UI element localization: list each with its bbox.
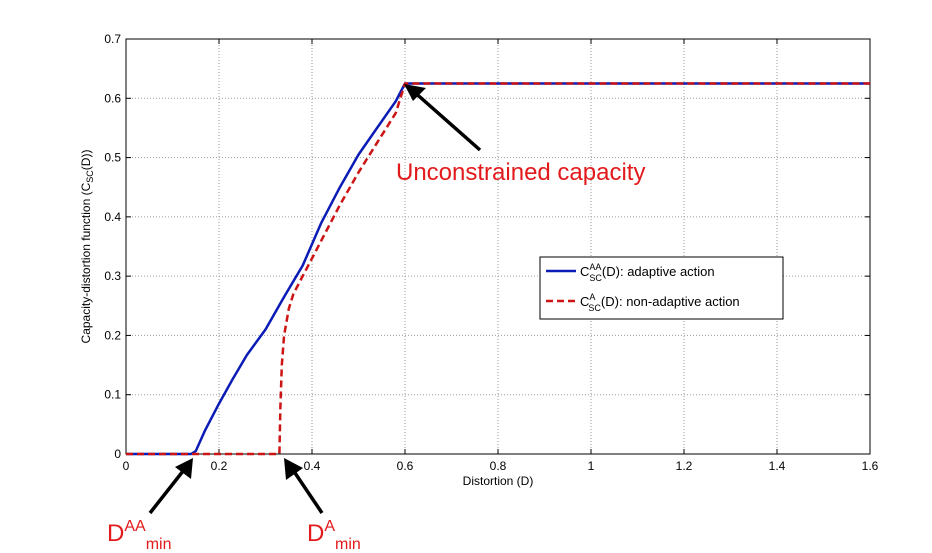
annotations: Unconstrained capacity DAAmin DAmin [107, 84, 645, 553]
dmin-a-sup: A [324, 518, 335, 535]
y-tick-label: 0.6 [104, 91, 121, 105]
y-tick-label: 0 [114, 447, 121, 461]
y-tick-label: 0.2 [104, 328, 121, 342]
dmin-aa-sub: min [146, 536, 172, 553]
series-lines [126, 82, 870, 456]
y-tick-label: 0.4 [104, 210, 121, 224]
y-axis-label: Capacity-distortion function (CSC(D)) [79, 150, 95, 344]
axis-ticks: 0 0.2 0.4 0.6 0.8 1 1.2 1.4 1.6 0 0.1 0.2 0.3 0.4 0.5 0… [104, 32, 878, 473]
legend-label-adaptive-sup: AA [589, 262, 601, 272]
unconstrained-arrowhead [404, 84, 426, 101]
y-axis-label-main: Capacity-distortion function (C [79, 182, 93, 343]
series-line-non-adaptive [126, 82, 870, 456]
x-tick-label: 0.8 [490, 459, 507, 473]
legend-label-adaptive-tail: (D): adaptive action [602, 264, 715, 279]
x-tick-label: 1.6 [862, 459, 879, 473]
x-axis-label: Distortion (D) [463, 474, 534, 488]
dmin-aa-sup: AA [124, 518, 146, 535]
x-tick-label: 0.2 [211, 459, 228, 473]
legend-label-non-adaptive-tail: (D): non-adaptive action [601, 294, 740, 309]
x-tick-label: 1.4 [769, 459, 786, 473]
y-tick-label: 0.3 [104, 269, 121, 283]
legend-label-non-adaptive-base: C [580, 294, 589, 309]
legend-box [539, 256, 784, 320]
legend-label-non-adaptive-sup: A [589, 292, 595, 302]
y-axis-label-tail: (D)) [79, 150, 93, 171]
dmin-a-arrow [289, 466, 324, 514]
dmin-a-sub: min [335, 536, 361, 553]
x-tick-label: 1.2 [676, 459, 693, 473]
dmin-a-arrowhead [284, 458, 303, 480]
legend: CAA SC(D): adaptive action CA SC(D): non-a… [539, 256, 784, 320]
legend-label-non-adaptive: CA SC(D): non-adaptive action [580, 292, 740, 313]
x-tick-label: 0 [123, 459, 130, 473]
unconstrained-arrow [410, 88, 482, 152]
x-tick-label: 1 [588, 459, 595, 473]
x-tick-label: 0.4 [304, 459, 321, 473]
unconstrained-label: Unconstrained capacity [396, 159, 645, 186]
dmin-a-label: DAmin [307, 518, 361, 553]
dmin-aa-base: D [107, 520, 124, 547]
legend-label-adaptive-base: C [580, 264, 589, 279]
grid-lines [126, 39, 870, 454]
dmin-a-base: D [307, 520, 324, 547]
legend-label-non-adaptive-sub: SC [588, 303, 601, 313]
x-tick-label: 0.6 [397, 459, 414, 473]
dmin-aa-label: DAAmin [107, 518, 171, 553]
legend-label-adaptive-sub: SC [589, 273, 602, 283]
legend-label-adaptive: CAA SC(D): adaptive action [580, 262, 715, 283]
y-axis-label-sub: SC [85, 170, 95, 183]
y-tick-label: 0.5 [104, 151, 121, 165]
y-tick-label: 0.7 [104, 32, 121, 46]
dmin-aa-arrowhead [175, 458, 193, 479]
dmin-aa-arrow [148, 464, 189, 515]
y-tick-label: 0.1 [104, 388, 121, 402]
